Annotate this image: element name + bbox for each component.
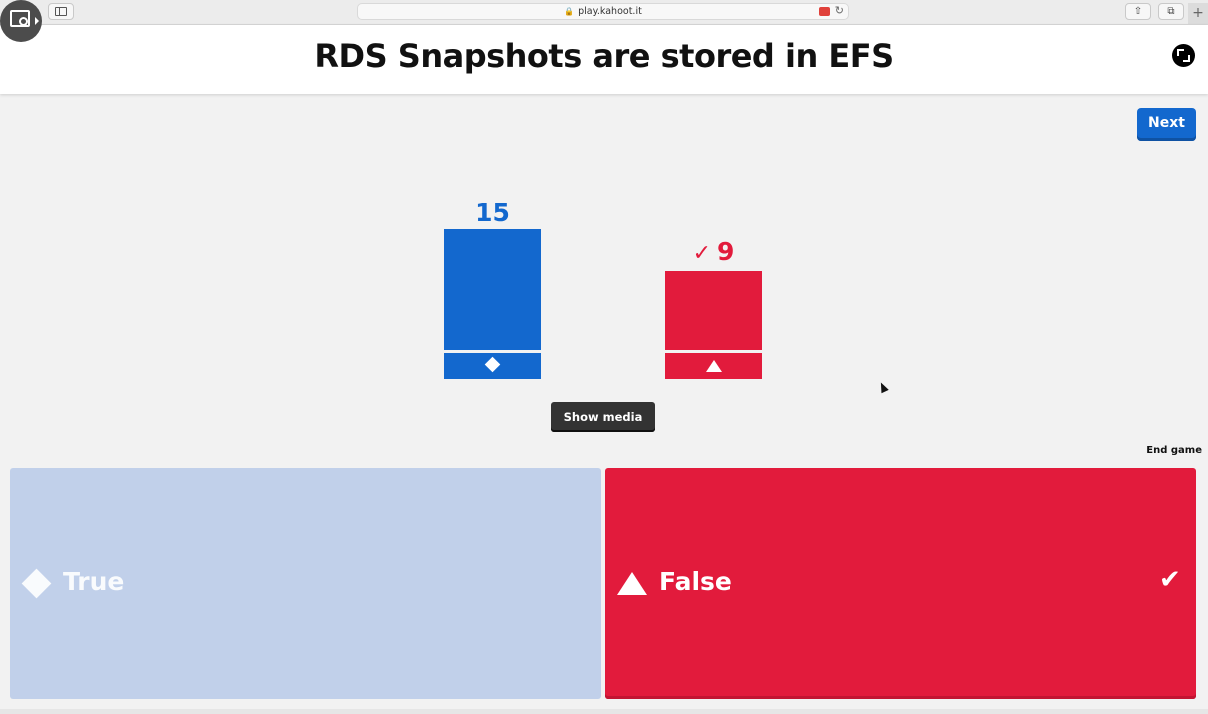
next-button[interactable]: Next [1137,108,1196,141]
triangle-icon [617,572,647,595]
diamond-icon [484,356,501,373]
end-game-link[interactable]: End game [1146,445,1202,456]
new-tab-button[interactable]: + [1188,3,1208,24]
check-icon: ✓ [692,241,712,266]
true-bar-base [444,353,541,379]
true-count-value: 15 [475,198,510,227]
browser-toolbar: 🔒 play.kahoot.it ↻ ⇧ ⧉ + [0,0,1208,25]
true-results-bar [444,229,541,350]
address-bar[interactable]: 🔒 play.kahoot.it ↻ [357,3,849,20]
tabs-icon: ⧉ [1167,6,1175,17]
false-count-value: 9 [717,237,735,266]
expand-icon-corner [1183,55,1190,62]
answer-tile-false: False ✔ [605,468,1196,699]
lock-icon: 🔒 [564,7,575,16]
fullscreen-button[interactable] [1172,44,1195,67]
share-icon: ⇧ [1133,6,1143,17]
bottom-strip [0,709,1208,714]
false-answer-count: ✓ 9 [665,237,762,266]
triangle-icon [706,360,722,372]
url-text: play.kahoot.it [578,6,642,17]
show-media-button[interactable]: Show media [551,402,655,432]
screen-record-icon[interactable] [819,7,830,16]
magnifier-icon [19,17,28,26]
answer-tile-true: True [10,468,601,699]
true-answer-count: 15 [444,198,541,227]
address-text: 🔒 play.kahoot.it [358,6,848,17]
tabs-overview-button[interactable]: ⧉ [1158,3,1184,20]
false-results-bar [665,271,762,350]
reader-view-icon [10,10,30,27]
question-title: RDS Snapshots are stored in EFS [314,37,894,75]
chevron-right-icon [35,17,39,25]
mouse-cursor-icon [877,380,889,394]
diamond-icon [21,568,52,599]
expand-icon [1177,49,1184,56]
sidebar-icon [55,7,67,16]
answer-label-false: False [659,567,732,596]
reload-icon[interactable]: ↻ [834,4,844,17]
sidebar-toggle-button[interactable] [48,3,74,20]
plus-icon: + [1192,5,1204,21]
reader-view-button[interactable] [0,0,42,42]
answer-label-true: True [63,567,125,596]
correct-check-icon: ✔ [1159,565,1181,595]
false-bar-base [665,353,762,379]
question-header: RDS Snapshots are stored in EFS [0,25,1208,94]
share-button[interactable]: ⇧ [1125,3,1151,20]
